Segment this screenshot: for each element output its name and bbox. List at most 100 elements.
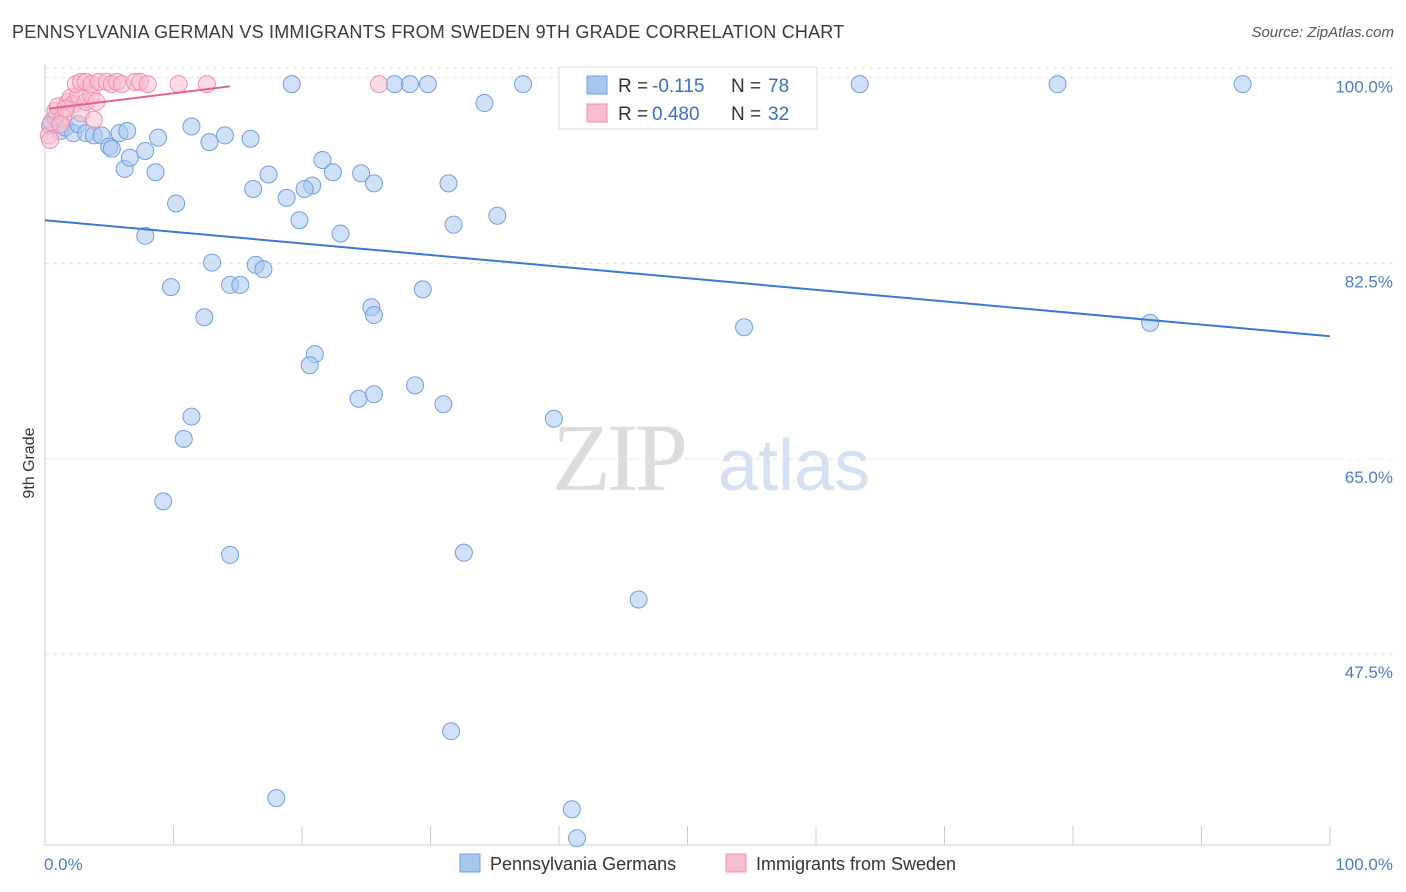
data-point-s0-68: [544, 409, 563, 428]
data-point-s0-21: [200, 133, 219, 152]
x-tick-label-start: 0.0%: [44, 855, 83, 874]
data-point-s0-51: [439, 174, 458, 193]
data-point-s0-36: [295, 179, 314, 198]
data-point-s0-72: [221, 545, 240, 564]
data-point-s1-28: [370, 75, 389, 94]
data-point-s0-67: [1141, 313, 1160, 332]
legend-n-value-1: 78: [768, 76, 789, 97]
data-point-s0-59: [514, 75, 533, 94]
y-tick-label-0: 100.0%: [1335, 77, 1393, 96]
legend-bottom-label-1: Pennsylvania Germans: [490, 854, 676, 874]
data-point-s0-10: [102, 139, 121, 158]
data-point-s0-15: [136, 142, 155, 161]
data-point-s0-14: [120, 148, 139, 167]
data-point-s1-13: [84, 110, 103, 129]
data-point-s0-18: [167, 194, 186, 213]
data-point-s0-33: [277, 188, 296, 207]
data-point-s0-43: [364, 306, 383, 325]
data-point-s0-19: [136, 226, 155, 245]
gridlines: [45, 67, 1395, 655]
data-point-s0-22: [215, 126, 234, 145]
data-point-s0-12: [118, 121, 137, 140]
y-tick-label-2: 65.0%: [1345, 468, 1393, 487]
data-point-s0-49: [434, 395, 453, 414]
data-point-s0-70: [174, 429, 193, 448]
data-point-s1-26: [169, 75, 188, 94]
data-point-s0-37: [313, 150, 332, 169]
data-point-s0-53: [488, 206, 507, 225]
data-point-s0-52: [444, 215, 463, 234]
x-tick-label-end: 100.0%: [1335, 855, 1393, 874]
data-point-s0-28: [161, 278, 180, 297]
data-point-s0-73: [454, 543, 473, 562]
data-point-s0-35: [290, 211, 309, 230]
data-point-s0-45: [300, 356, 319, 375]
data-point-s0-54: [475, 94, 494, 113]
trend-line-0: [44, 219, 1331, 338]
legend-bottom-swatch-pink: [725, 853, 747, 873]
legend-bottom-swatch-blue: [459, 853, 481, 873]
data-point-s0-56: [385, 75, 404, 94]
axes: [44, 64, 1331, 846]
data-point-s1-25: [138, 75, 157, 94]
data-point-s0-66: [735, 318, 754, 337]
legend-swatch-pink: [586, 103, 608, 123]
trend-line-1: [48, 85, 231, 110]
data-point-s0-69: [182, 407, 201, 426]
data-point-s0-48: [406, 376, 425, 395]
data-point-s0-23: [241, 129, 260, 148]
legend-n-label-1: N =: [731, 76, 761, 97]
data-point-s0-46: [349, 389, 368, 408]
data-point-s0-31: [259, 165, 278, 184]
correlation-legend: R = -0.115 N = 78 R = 0.480 N = 32: [558, 66, 818, 130]
data-point-s0-39: [331, 224, 350, 243]
data-point-s0-26: [203, 253, 222, 272]
data-point-s0-25: [254, 260, 273, 279]
data-point-s0-40: [352, 164, 371, 183]
data-point-s1-31: [41, 130, 60, 149]
legend-r-value-1: -0.115: [652, 76, 704, 97]
data-point-s0-17: [149, 128, 168, 147]
data-point-s0-38: [323, 163, 342, 182]
data-point-s0-57: [400, 75, 419, 94]
data-point-s0-20: [182, 117, 201, 136]
data-point-s0-41: [364, 174, 383, 193]
data-point-s0-16: [146, 163, 165, 182]
legend-n-value-2: 32: [768, 104, 789, 125]
watermark: ZIP atlas: [552, 404, 870, 511]
data-point-s0-32: [244, 179, 263, 198]
chart-source: Source: ZipAtlas.com: [1251, 24, 1394, 41]
data-point-s0-65: [1233, 75, 1252, 94]
data-point-s0-50: [413, 280, 432, 299]
chart-title: PENNSYLVANIA GERMAN VS IMMIGRANTS FROM S…: [12, 22, 845, 42]
legend-r-value-2: 0.480: [652, 104, 700, 125]
data-point-s0-47: [364, 385, 383, 404]
data-point-s0-30: [231, 275, 250, 294]
data-point-s0-29: [195, 308, 214, 327]
legend-r-label-2: R =: [618, 104, 648, 125]
legend-n-label-2: N =: [731, 104, 761, 125]
watermark-zip: ZIP: [552, 404, 685, 511]
legend-bottom-label-2: Immigrants from Sweden: [756, 854, 956, 874]
data-point-s0-63: [850, 75, 869, 94]
data-point-s0-64: [1048, 75, 1067, 94]
legend-r-label-1: R =: [618, 76, 648, 97]
legend-swatch-blue: [586, 75, 608, 95]
data-point-s0-78: [567, 829, 586, 848]
watermark-atlas: atlas: [718, 426, 870, 506]
series-legend: Pennsylvania Germans Immigrants from Swe…: [459, 853, 956, 874]
y-tick-label-3: 47.5%: [1345, 663, 1393, 682]
data-point-s0-75: [442, 722, 461, 741]
trend-lines: [44, 85, 1331, 338]
data-point-s1-29: [51, 115, 70, 134]
data-point-s0-71: [154, 492, 173, 511]
data-point-s0-76: [267, 789, 286, 808]
data-point-s0-77: [562, 800, 581, 819]
data-point-s1-30: [56, 99, 75, 118]
y-axis-label: 9th Grade: [21, 427, 38, 498]
y-tick-label-1: 82.5%: [1345, 273, 1393, 292]
data-point-s0-58: [418, 75, 437, 94]
data-point-s0-55: [282, 75, 301, 94]
data-point-s0-74: [629, 590, 648, 609]
